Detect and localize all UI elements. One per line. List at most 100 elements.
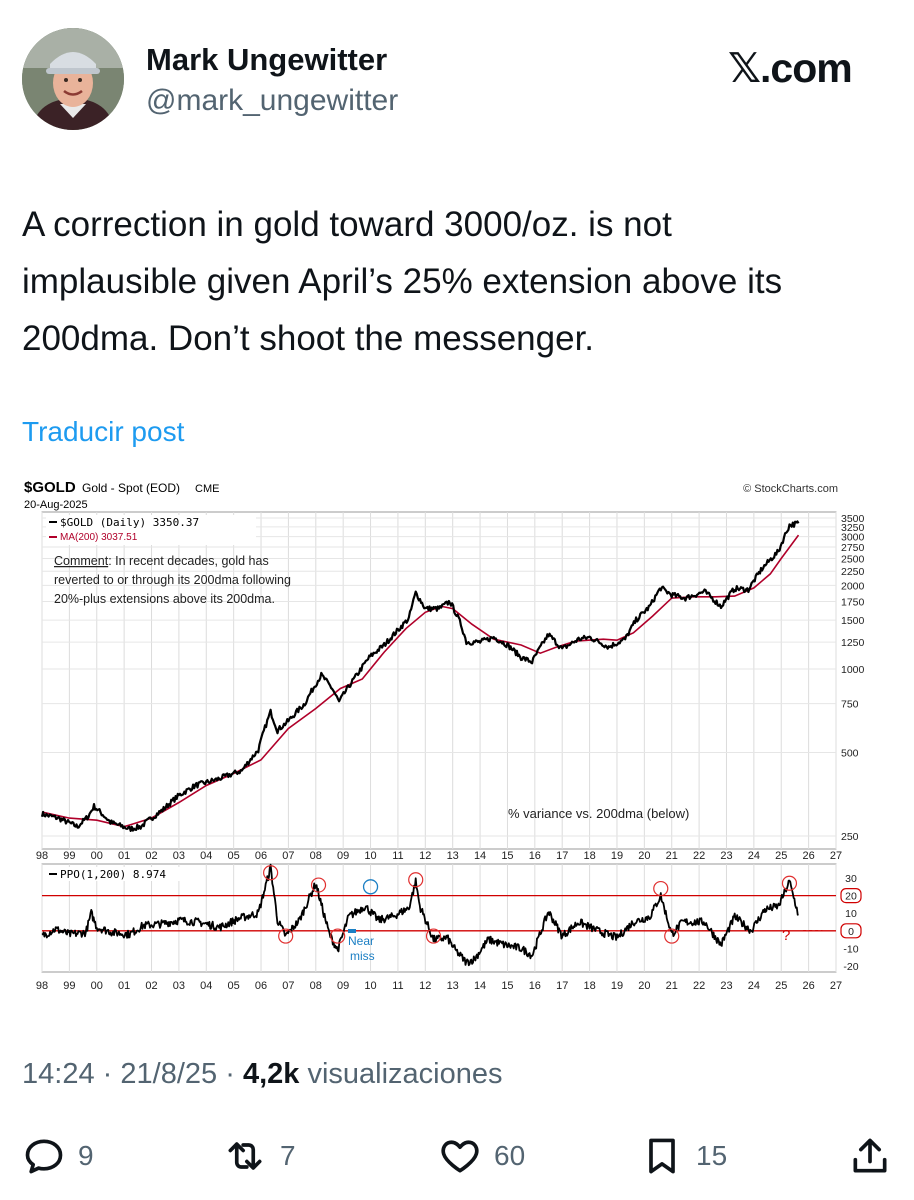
y-tick-label: 3250	[841, 522, 865, 534]
x-tick-label: 24	[748, 850, 760, 862]
x-tick-label: 25	[775, 850, 787, 862]
y-tick-label: 2250	[841, 566, 865, 578]
x-tick-label: 21	[666, 850, 678, 862]
x-tick-label: 00	[91, 980, 103, 992]
chart-comment-line: Comment: In recent decades, gold has	[54, 554, 269, 568]
x-tick-label: 08	[310, 850, 322, 862]
repost-button[interactable]: 7	[222, 1133, 296, 1179]
post-time[interactable]: 14:24	[22, 1058, 95, 1090]
x-tick-label: 06	[255, 980, 267, 992]
y-tick-label: 3500	[841, 513, 865, 525]
x-tick-label: 10	[364, 980, 376, 992]
author-handle[interactable]: @mark_ungewitter	[146, 84, 399, 117]
x-tick-label: 03	[173, 980, 185, 992]
y-tick-label: 750	[841, 699, 859, 711]
post-text-line: implausible given April’s 25% extension …	[22, 262, 783, 301]
price-x-axis: 98 99 00 01 02 03 04 05 06 07 08 09 10 11 12 13 14 15 16 17…	[36, 850, 842, 862]
x-tick-label: 22	[693, 980, 705, 992]
question-mark-label: ?	[782, 927, 790, 944]
x-tick-label: 11	[392, 980, 403, 992]
post-text-line: A correction in gold toward 3000/oz. is …	[22, 205, 672, 244]
x-tick-label: 18	[583, 850, 595, 862]
gold-chart[interactable]: $GOLD Gold - Spot (EOD) CME 20-Aug-2025 …	[20, 470, 894, 1002]
y-tick-label: 30	[845, 873, 857, 885]
bookmark-button[interactable]: 15	[640, 1133, 727, 1179]
x-tick-label: 26	[802, 980, 814, 992]
x-tick-label: 01	[118, 850, 130, 862]
bookmark-count: 15	[696, 1140, 728, 1171]
chart-source: © StockCharts.com	[743, 483, 838, 495]
translate-post-link[interactable]: Traducir post	[22, 416, 185, 447]
y-tick-label: -20	[843, 961, 858, 973]
price-y-axis: 250 500 750 1000 1250 1500 1750 2000 22502500275…	[841, 513, 865, 843]
chart-exchange: CME	[195, 483, 219, 495]
x-tick-label: 98	[36, 850, 48, 862]
repost-count: 7	[280, 1140, 296, 1171]
highlight-tick-box	[840, 923, 862, 939]
price-legend: $GOLD (Daily) 3350.37 MA(200) 3037.51	[46, 515, 256, 545]
y-tick-label: 3000	[841, 532, 865, 544]
highlight-circle	[263, 865, 279, 881]
chart-symbol: $GOLD	[24, 479, 76, 496]
highlight-circle	[310, 877, 327, 893]
near-miss-marker	[348, 929, 356, 933]
ppo-reference-lines	[42, 894, 836, 932]
y-tick-label: 1500	[841, 615, 865, 627]
highlight-tick-box	[840, 888, 862, 904]
highlight-circle	[664, 928, 680, 944]
post-date[interactable]: 21/8/25	[120, 1058, 218, 1090]
x-tick-label: 17	[556, 980, 568, 992]
x-tick-label: 05	[228, 980, 240, 992]
x-tick-label: 08	[310, 980, 322, 992]
x-tick-label: 10	[364, 850, 376, 862]
y-tick-label: 2000	[841, 580, 865, 592]
x-tick-label: 26	[802, 850, 814, 862]
price-grid	[41, 512, 837, 849]
x-tick-label: 19	[611, 980, 623, 992]
x-tick-label: 11	[392, 850, 403, 862]
x-tick-label: 27	[830, 850, 842, 862]
chart-title: Gold - Spot (EOD)	[82, 481, 180, 495]
x-tick-label: 21	[666, 980, 678, 992]
chart-comment-line: 20%-plus extensions above its 200dma.	[54, 592, 275, 606]
x-tick-label: 05	[228, 850, 240, 862]
author-avatar[interactable]	[22, 28, 124, 130]
near-miss-circle	[362, 879, 379, 895]
y-tick-label: 20	[845, 891, 857, 903]
highlight-circle	[408, 872, 424, 888]
author-name[interactable]: Mark Ungewitter	[146, 42, 388, 77]
highlight-circle	[330, 928, 346, 944]
post-text: A correction in gold toward 3000/oz. is …	[22, 196, 902, 367]
post-meta: 14:24 · 21/8/25 · 4,2k visualizaciones	[22, 1058, 503, 1091]
meta-separator: ·	[102, 1058, 113, 1090]
ppo-title: PPO(1,200) 8.974	[60, 868, 166, 881]
post-text-line: 200dma. Don’t shoot the messenger.	[22, 319, 595, 358]
y-tick-label: 1750	[841, 597, 865, 609]
like-count: 60	[494, 1140, 526, 1171]
x-tick-label: 17	[556, 850, 568, 862]
like-icon	[441, 1140, 479, 1173]
x-tick-label: 13	[447, 980, 459, 992]
reply-button[interactable]: 9	[22, 1133, 94, 1179]
x-tick-label: 23	[720, 980, 732, 992]
near-miss-label: miss	[350, 949, 375, 963]
y-tick-label: 500	[841, 747, 859, 759]
like-button[interactable]: 60	[438, 1133, 525, 1179]
x-tick-label: 20	[638, 980, 650, 992]
x-tick-label: 03	[173, 850, 185, 862]
highlight-circle	[781, 875, 798, 891]
x-tick-label: 16	[529, 980, 541, 992]
near-miss-label: Near	[348, 934, 374, 948]
y-tick-label: 250	[841, 831, 859, 843]
views-label: visualizaciones	[307, 1058, 503, 1090]
x-tick-label: 24	[748, 980, 760, 992]
x-tick-label: 16	[529, 850, 541, 862]
y-tick-label: 2750	[841, 542, 865, 554]
ppo-highlight-circles	[263, 865, 823, 944]
y-tick-label: 1250	[841, 637, 865, 649]
x-tick-label: 07	[282, 850, 294, 862]
share-button[interactable]	[848, 1133, 892, 1179]
bookmark-icon	[649, 1138, 675, 1174]
x-tick-label: 20	[638, 850, 650, 862]
x-tick-label: 09	[337, 980, 349, 992]
